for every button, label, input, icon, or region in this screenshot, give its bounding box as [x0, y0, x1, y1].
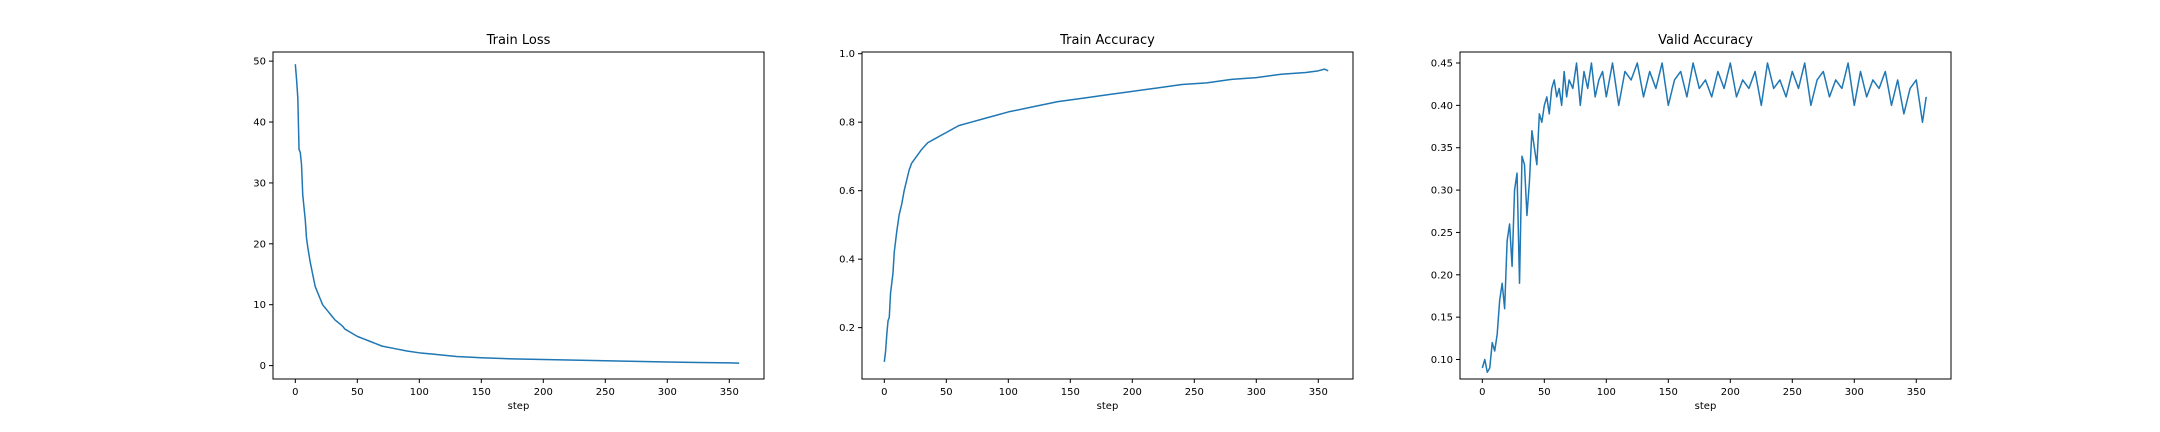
chart0-ytick-label-3: 30 — [253, 178, 266, 189]
chart2-xtick-label-0: 0 — [1479, 387, 1485, 398]
chart1-xtick-label-4: 200 — [1123, 387, 1142, 398]
chart0-xtick-label-4: 200 — [534, 387, 553, 398]
chart2-ytick-label-0: 0.10 — [1431, 355, 1453, 366]
chart2-xtick-label-6: 300 — [1845, 387, 1864, 398]
chart2-plot-frame — [1459, 51, 1952, 380]
chart2-series-0-line — [1481, 62, 1927, 373]
chart0-ytick-label-5: 50 — [253, 57, 266, 68]
chart0-xtick-label-1: 50 — [351, 387, 364, 398]
chart1-ytick-label-3: 0.8 — [839, 118, 855, 129]
chart1-xtick-label-0: 0 — [881, 387, 887, 398]
chart1-xtick-label-3: 150 — [1061, 387, 1080, 398]
chart0-series-0-line — [294, 64, 740, 364]
chart2-xtick-label-4: 200 — [1721, 387, 1740, 398]
chart2-ytick-label-1: 0.15 — [1431, 313, 1453, 324]
chart0-xtick-label-0: 0 — [292, 387, 298, 398]
chart-train-accuracy: Train Accuracy 0 50 100 150 200 250 300 350 0.2 0.… — [839, 33, 1354, 412]
chart-train-loss: Train Loss 0 50 100 150 200 250 300 350 0 10 20 30 40… — [253, 33, 765, 412]
chart2-title: Valid Accuracy — [1658, 33, 1753, 48]
chart0-xtick-label-3: 150 — [472, 387, 491, 398]
chart-valid-accuracy: Valid Accuracy 0 50 100 150 200 250 300 350 0.10 0… — [1431, 33, 1952, 412]
chart2-xtick-label-1: 50 — [1538, 387, 1551, 398]
chart1-ytick-label-4: 1.0 — [839, 49, 855, 60]
chart2-ytick-label-5: 0.35 — [1431, 143, 1453, 154]
chart1-xlabel: step — [1097, 401, 1119, 412]
chart1-xtick-label-5: 250 — [1185, 387, 1204, 398]
chart0-ytick-label-4: 40 — [253, 118, 266, 129]
chart2-xtick-label-7: 350 — [1907, 387, 1926, 398]
chart1-xtick-label-7: 350 — [1309, 387, 1328, 398]
chart0-title: Train Loss — [486, 33, 551, 48]
chart2-xlabel: step — [1695, 401, 1717, 412]
chart2-ytick-label-7: 0.45 — [1431, 59, 1453, 70]
chart1-ytick-label-2: 0.6 — [839, 186, 855, 197]
chart1-plot-frame — [861, 51, 1354, 380]
chart2-ytick-label-6: 0.40 — [1431, 101, 1453, 112]
chart0-ytick-label-0: 0 — [260, 361, 266, 372]
chart0-plot-frame — [272, 51, 765, 380]
chart0-xlabel: step — [508, 401, 530, 412]
chart2-xtick-label-3: 150 — [1659, 387, 1678, 398]
chart2-ytick-label-4: 0.30 — [1431, 186, 1453, 197]
chart1-series-0-line — [883, 68, 1329, 362]
chart1-ytick-label-0: 0.2 — [839, 323, 855, 334]
panel-train-loss: Train Loss 0 50 100 150 200 250 300 350 0 10 20 30 40… — [0, 0, 765, 432]
chart1-xtick-label-6: 300 — [1247, 387, 1266, 398]
chart1-xtick-label-2: 100 — [999, 387, 1018, 398]
chart2-ytick-label-2: 0.20 — [1431, 270, 1453, 281]
chart0-xtick-label-2: 100 — [410, 387, 429, 398]
chart2-xtick-label-2: 100 — [1597, 387, 1616, 398]
panel-train-accuracy: Train Accuracy 0 50 100 150 200 250 300 350 0.2 0.… — [720, 0, 1440, 432]
chart2-ytick-label-3: 0.25 — [1431, 228, 1453, 239]
chart0-xtick-label-6: 300 — [658, 387, 677, 398]
chart1-ytick-label-1: 0.4 — [839, 255, 855, 266]
chart0-xtick-label-7: 350 — [720, 387, 739, 398]
panel-valid-accuracy: Valid Accuracy 0 50 100 150 200 250 300 350 0.10 0… — [1431, 0, 2160, 432]
chart0-xtick-label-5: 250 — [596, 387, 615, 398]
chart0-ytick-label-2: 20 — [253, 239, 266, 250]
chart0-ytick-label-1: 10 — [253, 300, 266, 311]
chart2-xtick-label-5: 250 — [1783, 387, 1802, 398]
chart1-title: Train Accuracy — [1059, 33, 1155, 48]
chart1-xtick-label-1: 50 — [940, 387, 953, 398]
